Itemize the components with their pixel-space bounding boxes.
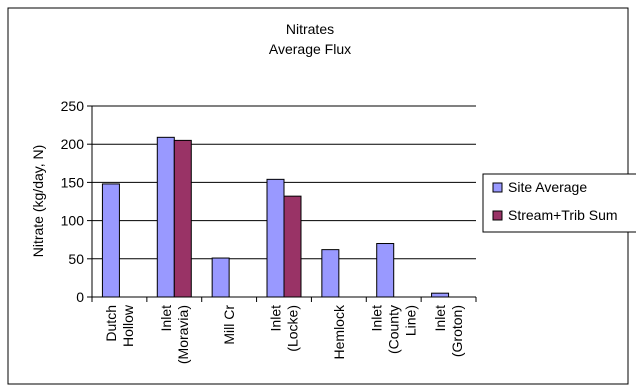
chart-subtitle: Average Flux bbox=[269, 41, 351, 57]
bars bbox=[101, 136, 450, 298]
bar-stream-trib-sum bbox=[173, 139, 192, 298]
axes bbox=[91, 106, 477, 302]
y-tick-label: 200 bbox=[61, 136, 85, 152]
chart-title: Nitrates bbox=[286, 21, 334, 37]
y-tick-label: 100 bbox=[61, 213, 85, 229]
y-tick-label: 50 bbox=[68, 251, 84, 267]
x-tick-label: Hemlock bbox=[331, 304, 347, 359]
bar-site-average bbox=[321, 249, 340, 298]
y-tick-label: 0 bbox=[76, 289, 84, 305]
x-tick-label: (Groton) bbox=[449, 305, 465, 357]
legend-label-site-average: Site Average bbox=[508, 179, 587, 195]
y-tick-label: 150 bbox=[61, 174, 85, 190]
bar-site-average bbox=[156, 136, 175, 298]
bar-stream-trib-sum bbox=[283, 195, 302, 298]
x-tick-label: (County bbox=[386, 305, 402, 354]
y-tick-label: 250 bbox=[61, 98, 85, 114]
x-tick-labels: Dutch Hollow Inlet (Moravia) Mill Cr Inlet (Lo… bbox=[103, 304, 465, 364]
y-tick-labels: 0 50 100 150 200 250 bbox=[61, 98, 92, 305]
legend-swatch-stream-trib-sum bbox=[492, 210, 503, 221]
bar-site-average bbox=[211, 257, 230, 298]
x-tick-label: (Locke) bbox=[285, 305, 301, 352]
legend-label-stream-trib-sum: Stream+Trib Sum bbox=[508, 207, 618, 223]
legend-swatch-site-average bbox=[492, 182, 503, 193]
bar-site-average bbox=[266, 178, 285, 298]
legend: Site Average Stream+Trib Sum bbox=[482, 173, 636, 233]
x-tick-label: Hollow bbox=[120, 304, 136, 347]
x-tick-label: Mill Cr bbox=[221, 305, 237, 345]
x-tick-label: Dutch bbox=[103, 305, 119, 342]
x-tick-label: Line) bbox=[403, 305, 419, 336]
legend-box bbox=[482, 173, 636, 233]
x-tick-label: Inlet bbox=[369, 305, 385, 332]
bar-site-average bbox=[101, 183, 120, 298]
x-tick-label: (Moravia) bbox=[175, 305, 191, 364]
x-tick-label: Inlet bbox=[268, 305, 284, 332]
bar-site-average bbox=[431, 292, 450, 298]
x-tick-label: Inlet bbox=[432, 305, 448, 332]
y-axis-title: Nitrate (kg/day, N) bbox=[30, 145, 46, 258]
bar-site-average bbox=[376, 243, 395, 298]
x-tick-label: Inlet bbox=[158, 305, 174, 332]
